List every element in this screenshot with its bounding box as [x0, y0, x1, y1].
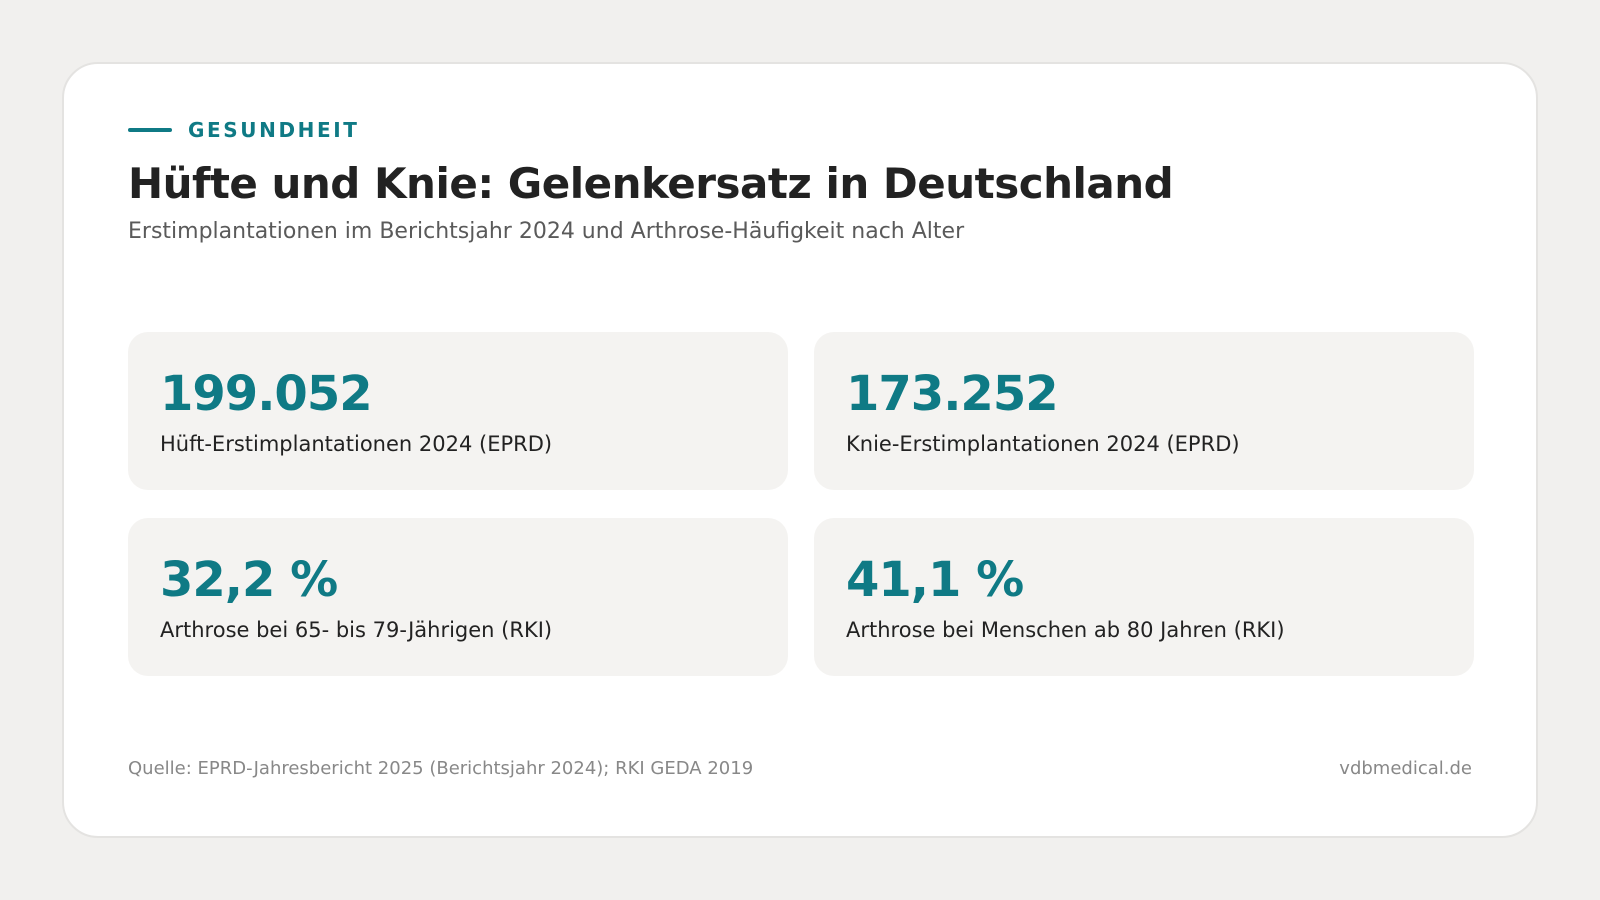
- accent-bar: [128, 128, 172, 132]
- stat-label: Arthrose bei Menschen ab 80 Jahren (RKI): [846, 618, 1285, 642]
- stat-value: 32,2 %: [160, 552, 338, 608]
- page-title: Hüfte und Knie: Gelenkersatz in Deutschl…: [128, 159, 1174, 208]
- stat-card-hip-implants: 199.052 Hüft-Erstimplantationen 2024 (EP…: [128, 332, 788, 490]
- stat-label: Hüft-Erstimplantationen 2024 (EPRD): [160, 432, 553, 456]
- stat-label: Arthrose bei 65- bis 79-Jährigen (RKI): [160, 618, 553, 642]
- stat-card-arthrosis-65-79: 32,2 % Arthrose bei 65- bis 79-Jährigen …: [128, 518, 788, 676]
- brand-label: vdbmedical.de: [1339, 758, 1472, 779]
- stat-card-knee-implants: 173.252 Knie-Erstimplantationen 2024 (EP…: [814, 332, 1474, 490]
- stat-value: 199.052: [160, 366, 373, 422]
- stat-value: 173.252: [846, 366, 1059, 422]
- stat-card-arthrosis-80-plus: 41,1 % Arthrose bei Menschen ab 80 Jahre…: [814, 518, 1474, 676]
- stat-value: 41,1 %: [846, 552, 1024, 608]
- category-label: GESUNDHEIT: [188, 118, 360, 142]
- infographic-card: GESUNDHEIT Hüfte und Knie: Gelenkersatz …: [62, 62, 1538, 838]
- category-eyebrow: GESUNDHEIT: [128, 120, 360, 140]
- page-subtitle: Erstimplantationen im Berichtsjahr 2024 …: [128, 219, 965, 244]
- source-note: Quelle: EPRD-Jahresbericht 2025 (Bericht…: [128, 758, 754, 779]
- stat-label: Knie-Erstimplantationen 2024 (EPRD): [846, 432, 1240, 456]
